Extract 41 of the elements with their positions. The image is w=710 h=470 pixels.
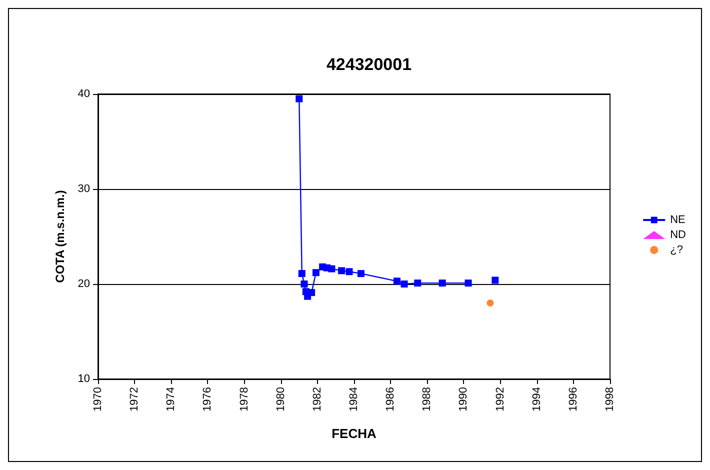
point bbox=[346, 268, 353, 276]
x-tick-label: 1976 bbox=[202, 387, 214, 412]
point bbox=[393, 278, 400, 285]
point bbox=[438, 280, 446, 287]
y-tick-label: 20 bbox=[78, 278, 90, 290]
point bbox=[492, 276, 499, 284]
x-tick-label: 1984 bbox=[348, 387, 360, 412]
x-tick-label: 1988 bbox=[421, 387, 434, 412]
x-tick-label: 1974 bbox=[165, 387, 178, 412]
point bbox=[486, 300, 494, 306]
y-tick-label: 40 bbox=[78, 88, 90, 100]
y-tick-label: 10 bbox=[78, 373, 90, 385]
x-tick-label: 1990 bbox=[458, 387, 470, 412]
x-tick-label: 1972 bbox=[128, 387, 141, 412]
legend-label: ND bbox=[670, 229, 686, 241]
x-tick-label: 1998 bbox=[604, 387, 616, 412]
x-tick-label: 1980 bbox=[274, 387, 287, 412]
point bbox=[414, 280, 422, 287]
point bbox=[328, 265, 336, 272]
legend-label: ¿? bbox=[670, 244, 683, 256]
point bbox=[298, 270, 306, 278]
point bbox=[400, 280, 408, 288]
point bbox=[312, 269, 320, 276]
point bbox=[300, 280, 308, 288]
x-tick-label: 1982 bbox=[311, 387, 324, 412]
x-tick-label: 1994 bbox=[530, 387, 543, 412]
x-tick-label: 1996 bbox=[567, 387, 580, 412]
point bbox=[338, 267, 346, 274]
point bbox=[308, 289, 316, 296]
y-tick-label: 30 bbox=[78, 183, 90, 195]
x-tick-label: 1986 bbox=[384, 387, 397, 412]
y-axis-title: COTA (m.s.n.m.) bbox=[53, 190, 67, 283]
x-tick-label: 1970 bbox=[92, 387, 104, 412]
x-tick-label: 1978 bbox=[238, 387, 250, 412]
x-axis-title: FECHA bbox=[332, 426, 377, 441]
point bbox=[357, 270, 364, 278]
chart-title: 424320001 bbox=[326, 55, 412, 74]
x-tick-label: 1992 bbox=[494, 387, 506, 412]
point bbox=[296, 95, 303, 102]
point bbox=[464, 280, 472, 287]
legend-label: NE bbox=[670, 214, 686, 226]
